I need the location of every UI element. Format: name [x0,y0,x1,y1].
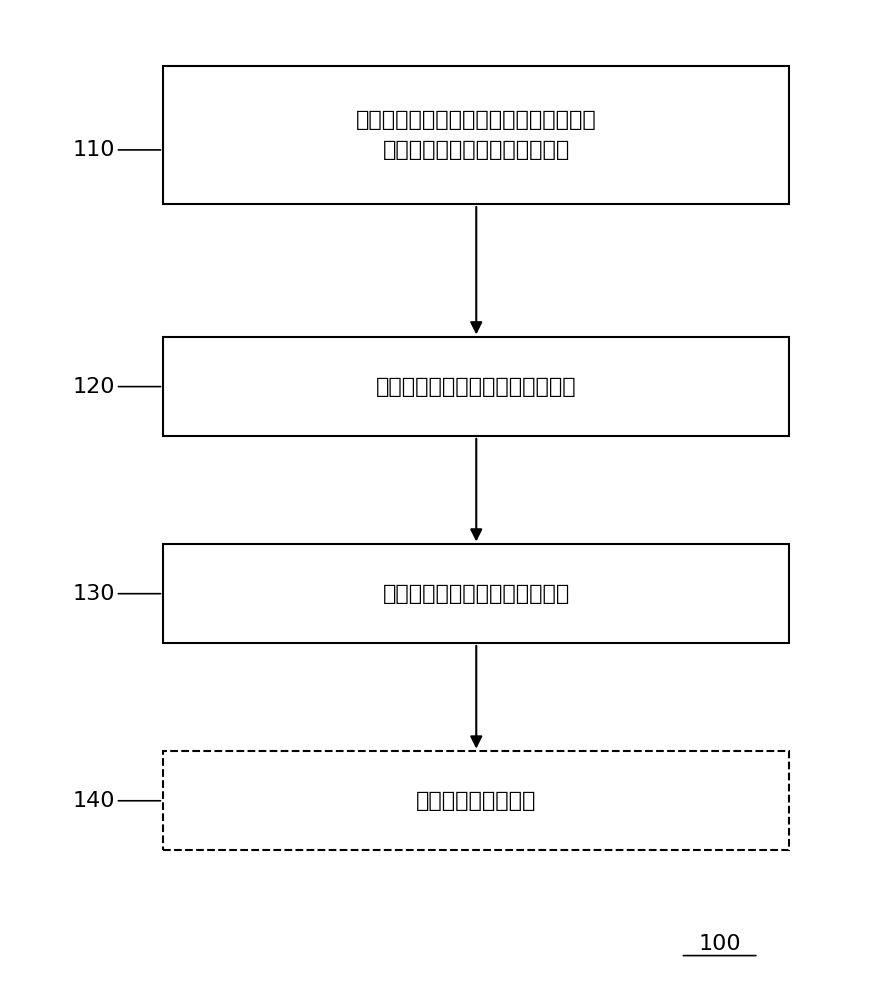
FancyBboxPatch shape [163,66,789,204]
Text: 使所述半导体膜硒化: 使所述半导体膜硒化 [416,791,537,811]
Text: 140: 140 [72,791,115,811]
Text: 110: 110 [72,140,115,160]
FancyBboxPatch shape [163,337,789,436]
Text: 100: 100 [698,934,741,954]
Text: 用所述溶液涂覆衬底的至少一部分: 用所述溶液涂覆衬底的至少一部分 [376,377,577,397]
Text: 120: 120 [72,377,115,397]
Text: 使所述溶液退火以形成半导体膜: 使所述溶液退火以形成半导体膜 [382,584,570,604]
Text: 在液体溶剂中合并元素，包括使至少一种
金属卤化物盐解离，以形成溶液: 在液体溶剂中合并元素，包括使至少一种 金属卤化物盐解离，以形成溶液 [356,110,597,160]
Text: 130: 130 [72,584,115,604]
FancyBboxPatch shape [163,751,789,850]
FancyBboxPatch shape [163,544,789,643]
